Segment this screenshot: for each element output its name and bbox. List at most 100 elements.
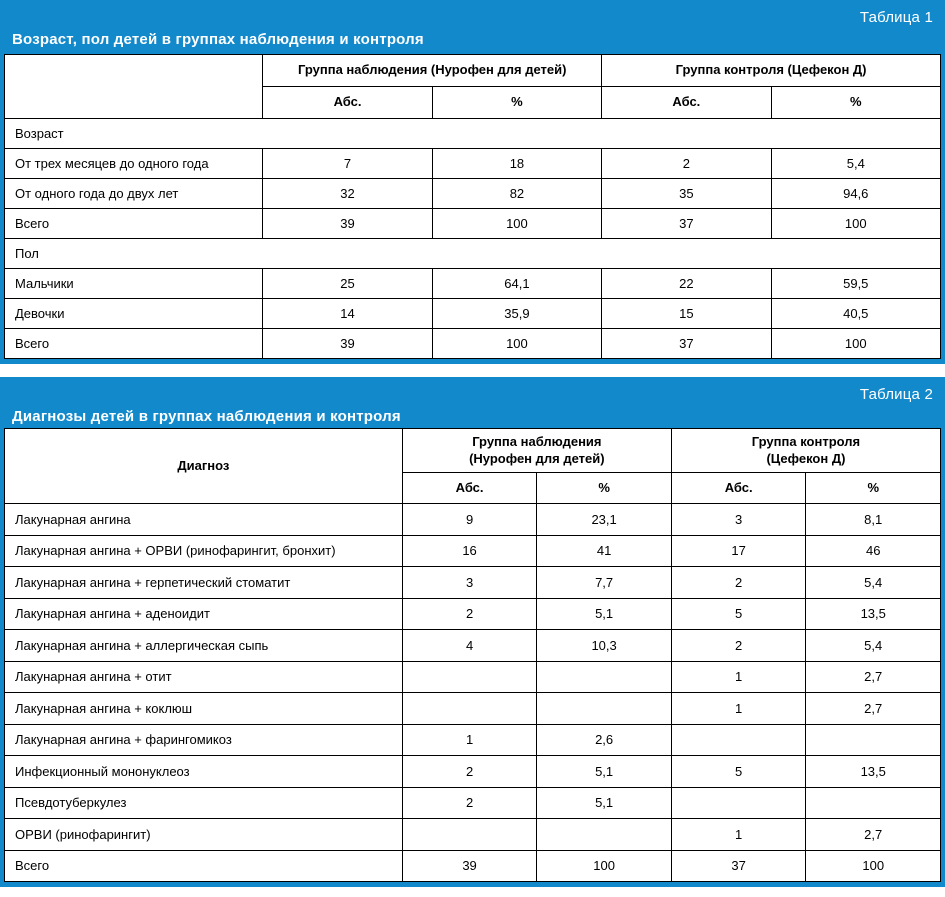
row-label-cell: Лакунарная ангина + аденоидит — [4, 597, 403, 630]
row-label-cell: Лакунарная ангина + фарингомикоз — [4, 723, 403, 756]
table-row: Всего 39 100 37 100 — [3, 328, 942, 359]
value-cell: 5,4 — [770, 148, 942, 179]
value-cell: 100 — [431, 208, 603, 239]
value-cell: 40,5 — [770, 298, 942, 329]
table1-block: Таблица 1 Возраст, пол детей в группах н… — [0, 0, 945, 364]
table-row: Лакунарная ангина + аденоидит 2 5,1 5 13,5 — [4, 597, 941, 630]
value-cell: 3 — [670, 503, 807, 536]
value-cell — [805, 723, 941, 756]
table1-group-observation-header: Группа наблюдения (Нурофен для детей) — [262, 54, 603, 87]
value-cell: 25 — [262, 268, 433, 299]
value-cell: 2 — [601, 148, 772, 179]
table2-badge: Таблица 2 — [859, 386, 933, 403]
value-cell — [536, 660, 672, 693]
value-cell: 37 — [601, 208, 772, 239]
value-cell: 37 — [670, 849, 807, 882]
table-row: Всего 39 100 37 100 — [3, 208, 942, 239]
value-cell: 39 — [401, 849, 538, 882]
table2-pct-header: % — [805, 472, 941, 504]
row-label-cell: Лакунарная ангина + коклюш — [4, 692, 403, 725]
row-label-cell: Девочки — [3, 298, 264, 329]
table2-block: Таблица 2 Диагнозы детей в группах наблю… — [0, 377, 945, 887]
value-cell: 59,5 — [770, 268, 942, 299]
value-cell: 32 — [262, 178, 433, 209]
row-label-cell: Всего — [3, 208, 264, 239]
row-label-cell: Лакунарная ангина + герпетический стомат… — [4, 566, 403, 599]
value-cell: 2 — [670, 629, 807, 662]
value-cell — [401, 660, 538, 693]
value-cell — [536, 818, 672, 851]
value-cell: 2 — [670, 566, 807, 599]
row-label-cell: Лакунарная ангина + отит — [4, 660, 403, 693]
table-row: Лакунарная ангина + аллергическая сыпь 4 1… — [4, 629, 941, 662]
value-cell — [805, 786, 941, 819]
value-cell: 1 — [401, 723, 538, 756]
table-row: Лакунарная ангина + ОРВИ (ринофарингит, … — [4, 534, 941, 567]
table2-group-control-header: Группа контроля (Цефекон Д) — [670, 428, 942, 473]
value-cell: 5,4 — [805, 566, 941, 599]
table-row: От одного года до двух лет 32 82 35 94,6 — [3, 178, 942, 209]
table1-group-header-row: Группа наблюдения (Нурофен для детей) Гр… — [3, 54, 941, 119]
row-label-cell: От трех месяцев до одного года — [3, 148, 264, 179]
value-cell: 5 — [670, 755, 807, 788]
value-cell: 2,6 — [536, 723, 672, 756]
value-cell: 5 — [670, 597, 807, 630]
value-cell: 2,7 — [805, 692, 941, 725]
section-label-cell: Пол — [4, 238, 941, 269]
table1-group-control-header: Группа контроля (Цефекон Д) — [601, 54, 941, 87]
table-row: Инфекционный мононуклеоз 2 5,1 5 13,5 — [4, 755, 941, 788]
table-row: Всего 39 100 37 100 — [4, 849, 941, 882]
value-cell: 100 — [805, 849, 941, 882]
value-cell: 100 — [431, 328, 603, 359]
table1: Группа наблюдения (Нурофен для детей) Гр… — [3, 54, 942, 359]
table2-pct-header: % — [536, 472, 672, 504]
value-cell: 39 — [262, 208, 433, 239]
row-label-cell: Инфекционный мононуклеоз — [4, 755, 403, 788]
value-cell: 94,6 — [770, 178, 942, 209]
table2-abs-header: Абс. — [401, 472, 538, 504]
value-cell: 5,1 — [536, 597, 672, 630]
table-row: Лакунарная ангина 9 23,1 3 8,1 — [4, 503, 941, 536]
value-cell: 3 — [401, 566, 538, 599]
row-label-cell: Всего — [3, 328, 264, 359]
table2-abs-header: Абс. — [670, 472, 807, 504]
value-cell — [670, 786, 807, 819]
table-row: Лакунарная ангина + герпетический стомат… — [4, 566, 941, 599]
value-cell: 7 — [262, 148, 433, 179]
value-cell: 64,1 — [431, 268, 603, 299]
value-cell: 9 — [401, 503, 538, 536]
value-cell: 4 — [401, 629, 538, 662]
value-cell: 10,3 — [536, 629, 672, 662]
table-row: Лакунарная ангина + коклюш 1 2,7 — [4, 692, 941, 725]
value-cell: 5,4 — [805, 629, 941, 662]
value-cell: 5,1 — [536, 755, 672, 788]
row-label-cell: Лакунарная ангина + аллергическая сыпь — [4, 629, 403, 662]
value-cell: 1 — [670, 818, 807, 851]
table-row: Мальчики 25 64,1 22 59,5 — [3, 268, 942, 299]
table1-abs-header: Абс. — [601, 86, 772, 119]
row-label-cell: Мальчики — [3, 268, 264, 299]
table1-pct-header: % — [770, 86, 942, 119]
table-row: От трех месяцев до одного года 7 18 2 5,4 — [3, 148, 942, 179]
table2-band: Таблица 2 Диагнозы детей в группах наблю… — [4, 377, 941, 428]
value-cell: 1 — [670, 692, 807, 725]
value-cell: 16 — [401, 534, 538, 567]
table1-title: Возраст, пол детей в группах наблюдения … — [12, 31, 424, 48]
value-cell: 13,5 — [805, 755, 941, 788]
value-cell: 2,7 — [805, 660, 941, 693]
value-cell: 14 — [262, 298, 433, 329]
value-cell: 35,9 — [431, 298, 603, 329]
table1-abs-header: Абс. — [262, 86, 433, 119]
value-cell — [401, 692, 538, 725]
value-cell: 5,1 — [536, 786, 672, 819]
value-cell: 39 — [262, 328, 433, 359]
row-label-cell: Псевдотуберкулез — [4, 786, 403, 819]
value-cell: 2 — [401, 597, 538, 630]
table1-badge: Таблица 1 — [859, 9, 933, 26]
value-cell — [536, 692, 672, 725]
value-cell: 35 — [601, 178, 772, 209]
value-cell: 7,7 — [536, 566, 672, 599]
value-cell: 17 — [670, 534, 807, 567]
value-cell: 15 — [601, 298, 772, 329]
